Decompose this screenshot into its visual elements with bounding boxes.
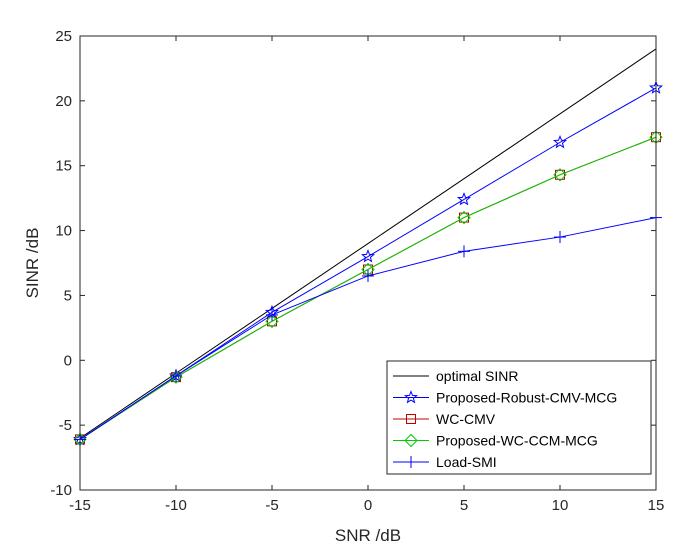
y-tick-label: 10 bbox=[55, 223, 72, 240]
data-point bbox=[170, 369, 182, 382]
legend-label: Load-SMI bbox=[436, 454, 497, 470]
y-axis-label: SINR /dB bbox=[23, 228, 42, 299]
legend-box bbox=[386, 360, 652, 475]
legend-marker bbox=[405, 456, 417, 468]
x-tick-label: 5 bbox=[460, 497, 468, 514]
legend-entry: Proposed-Robust-CMV-MCG bbox=[393, 390, 617, 406]
data-point bbox=[169, 370, 183, 384]
x-tick-label: 10 bbox=[552, 497, 569, 514]
data-point bbox=[360, 249, 376, 263]
y-tick-label: -10 bbox=[50, 482, 72, 499]
legend-marker bbox=[403, 390, 419, 404]
legend-label: Proposed-WC-CCM-MCG bbox=[436, 433, 598, 449]
y-tick-label: 15 bbox=[55, 158, 72, 175]
x-tick-label: 15 bbox=[648, 497, 665, 514]
x-tick-label: -5 bbox=[265, 497, 278, 514]
legend-marker bbox=[406, 414, 416, 424]
legend-entry: optimal SINR bbox=[393, 368, 518, 384]
y-tick-label: 0 bbox=[64, 352, 72, 369]
data-point bbox=[552, 135, 568, 149]
legend-label: optimal SINR bbox=[436, 368, 518, 384]
data-point bbox=[456, 192, 472, 206]
legend-label: WC-CMV bbox=[436, 411, 496, 427]
data-point bbox=[266, 308, 278, 321]
data-point bbox=[553, 168, 567, 182]
y-tick-label: 5 bbox=[64, 287, 72, 304]
x-axis-label: SNR /dB bbox=[335, 526, 401, 545]
x-tick-label: -10 bbox=[165, 497, 187, 514]
data-point bbox=[265, 314, 279, 329]
data-point bbox=[458, 245, 470, 258]
legend-marker bbox=[404, 433, 418, 448]
legend-label: Proposed-Robust-CMV-MCG bbox=[436, 390, 617, 406]
data-point bbox=[555, 169, 565, 180]
legend-entry: Proposed-WC-CCM-MCG bbox=[393, 433, 598, 449]
y-tick-label: -5 bbox=[59, 417, 72, 434]
data-point bbox=[459, 212, 469, 223]
series-layer bbox=[72, 48, 664, 447]
legend-entry: WC-CMV bbox=[393, 411, 496, 427]
x-tick-label: 0 bbox=[364, 497, 372, 514]
x-tick-label: -15 bbox=[69, 497, 91, 514]
y-tick-label: 20 bbox=[55, 93, 72, 110]
legend-entry: Load-SMI bbox=[393, 454, 497, 470]
legend: optimal SINR Proposed-Robust-CMV-MCG WC-CM… bbox=[386, 360, 652, 475]
data-point bbox=[554, 231, 566, 244]
data-point bbox=[362, 269, 374, 282]
y-tick-label: 25 bbox=[55, 28, 72, 45]
data-point bbox=[457, 210, 471, 225]
